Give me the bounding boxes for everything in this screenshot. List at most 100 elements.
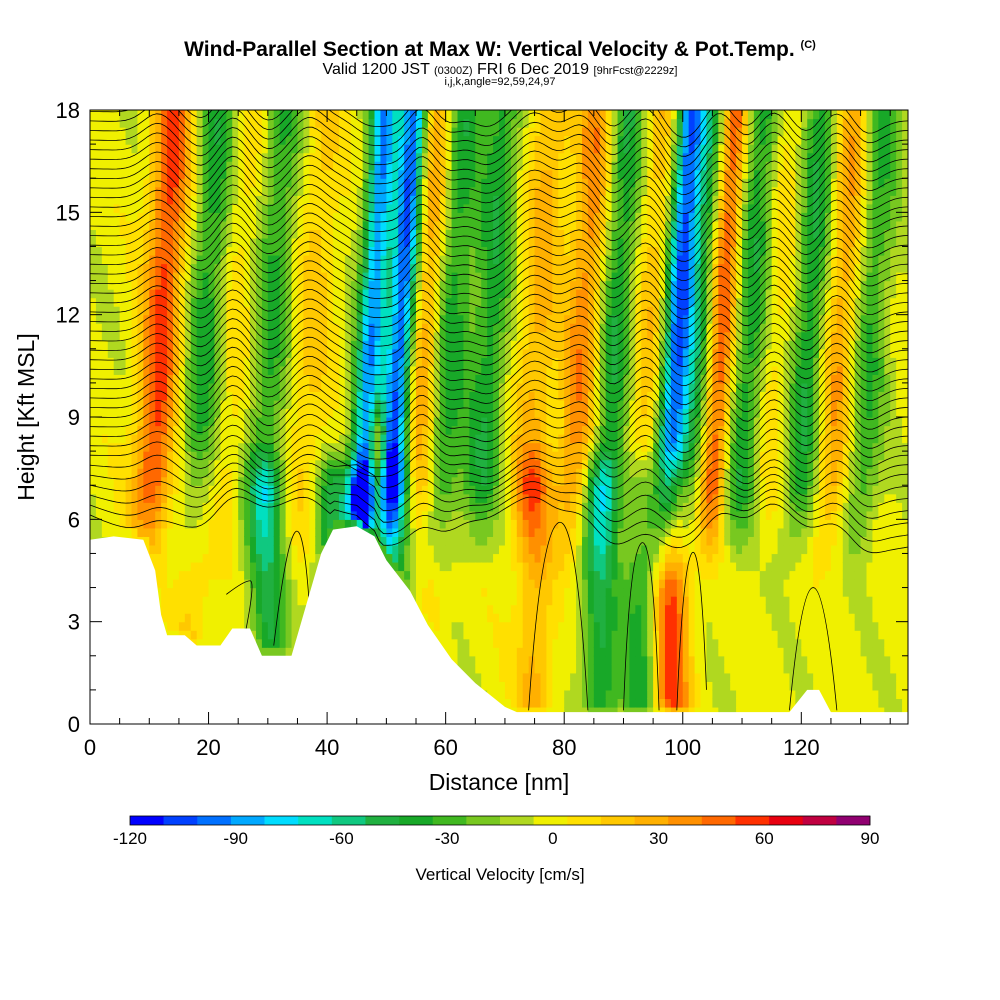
w-cell [190,280,198,290]
w-cell [451,553,459,563]
w-cell [285,357,293,367]
w-cell [327,254,334,265]
w-cell [410,425,417,435]
w-cell [362,391,370,401]
w-cell [101,357,109,367]
w-cell [261,161,269,171]
w-cell [410,365,417,375]
w-cell [196,357,204,367]
w-cell [493,135,500,145]
w-cell [261,254,269,265]
w-cell [297,544,304,555]
w-cell [451,655,459,665]
w-cell [350,203,358,213]
w-cell [439,169,447,179]
w-cell [131,195,139,205]
w-cell [184,527,192,537]
w-cell [255,553,263,563]
w-cell [244,459,251,469]
w-cell [226,357,233,367]
w-cell [226,144,233,154]
w-cell [433,178,441,188]
w-cell [131,229,139,239]
w-cell [333,254,340,265]
w-cell [107,161,115,171]
w-cell [427,408,435,418]
w-cell [338,502,346,512]
w-cell [499,544,506,555]
w-cell [445,476,453,486]
w-cell [101,203,109,213]
w-cell [161,110,168,120]
w-cell [143,391,150,401]
w-cell [273,417,281,427]
w-cell [143,425,150,435]
w-cell [172,527,180,537]
w-cell [404,382,411,393]
w-cell [439,246,447,256]
w-cell [469,229,476,239]
w-cell [297,485,304,495]
w-cell [380,161,387,171]
w-cell [451,118,459,128]
w-cell [220,135,227,145]
w-cell [398,434,405,444]
w-cell [95,289,103,299]
w-cell [172,493,180,503]
w-cell [90,212,97,222]
w-cell [161,570,168,580]
w-cell [291,306,299,316]
w-cell [392,553,399,563]
w-cell [362,510,370,520]
w-cell [398,417,405,427]
w-cell [113,434,121,444]
w-cell [273,272,281,282]
w-cell [119,451,127,461]
w-cell [167,212,174,222]
w-cell [362,399,370,410]
w-cell [214,613,222,623]
w-cell [238,596,245,606]
w-cell [267,357,275,367]
w-cell [285,451,293,461]
w-cell [463,544,470,555]
w-cell [208,587,216,597]
w-cell [344,348,352,358]
w-cell [238,553,245,563]
w-cell [143,468,150,478]
w-cell [487,664,494,674]
w-cell [208,519,216,529]
w-cell [90,434,97,444]
w-cell [398,348,405,358]
w-cell [214,493,222,503]
w-cell [291,272,299,282]
w-cell [439,229,447,239]
w-cell [380,306,387,316]
w-cell [220,306,227,316]
w-cell [380,246,387,256]
w-cell [421,331,429,341]
w-cell [90,408,97,418]
w-cell [475,408,482,418]
w-cell [131,323,139,333]
w-cell [487,365,494,375]
w-cell [433,502,441,512]
w-cell [131,272,139,282]
w-cell [427,340,435,350]
w-cell [439,365,447,375]
w-cell [469,246,476,256]
w-cell [232,348,239,358]
w-cell [445,306,453,316]
w-cell [244,127,251,137]
w-cell [487,357,494,367]
w-cell [362,212,370,222]
w-cell [392,340,399,350]
w-cell [232,587,239,597]
w-cell [113,272,121,282]
w-cell [273,638,281,648]
w-cell [327,527,334,537]
w-cell [267,135,275,145]
w-cell [421,110,429,120]
w-cell [238,425,245,435]
w-cell [380,442,387,452]
